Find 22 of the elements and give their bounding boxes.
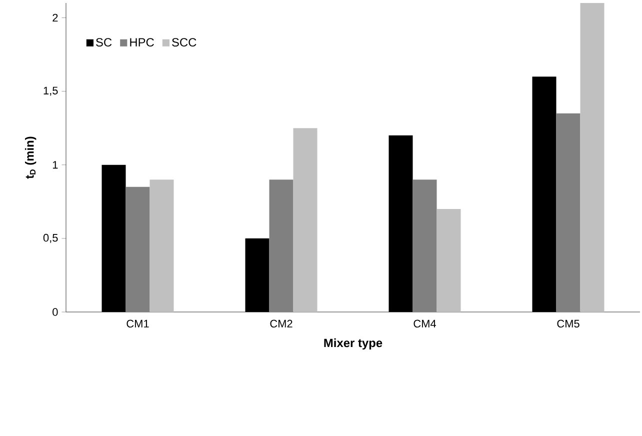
x-tick-label: CM5 — [557, 320, 580, 328]
x-tick-label: CM4 — [414, 320, 436, 328]
bar — [150, 180, 174, 312]
legend-label: SCC — [172, 38, 196, 47]
y-tick-label: 0,5 — [43, 234, 58, 243]
y-tick-label: 1 — [52, 161, 58, 169]
bar — [556, 113, 580, 312]
y-tick-label: 0 — [52, 308, 58, 316]
bar — [412, 180, 437, 312]
bar — [269, 180, 294, 312]
x-axis-title: Mixer type — [324, 338, 382, 350]
bar — [126, 186, 150, 312]
bar — [293, 128, 318, 312]
y-tick-label: 1,5 — [44, 86, 58, 96]
x-tick-label: CM2 — [270, 320, 292, 328]
y-tick-label: 2 — [52, 14, 58, 22]
bar — [436, 208, 461, 312]
legend-label: SC — [96, 38, 112, 47]
text: t$_{D}$ (min) — [25, 136, 36, 179]
x-tick-label: CM1 — [126, 320, 149, 328]
bar — [580, 2, 604, 312]
legend-label: HPC — [130, 38, 154, 47]
